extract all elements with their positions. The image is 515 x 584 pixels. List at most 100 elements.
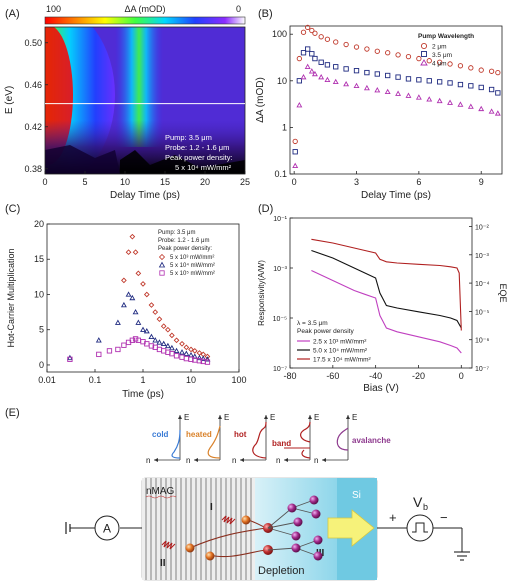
axis-n-label: n: [314, 456, 318, 465]
panel-b: (B) 0 3 6 9 0.1 1 10 100 Delay Time (ps) ΔA (mO…: [255, 8, 503, 201]
arrowhead-icon: [240, 458, 244, 462]
carrier-ball: [311, 509, 321, 519]
y-tick-label: 20: [34, 219, 44, 229]
panel-c-markers: [66, 233, 211, 365]
data-point: [292, 138, 298, 145]
data-point: [405, 53, 412, 60]
carrier-ball: [185, 543, 195, 553]
arrowhead-icon: [264, 415, 268, 419]
x-tick-label: 9: [479, 177, 484, 187]
data-point: [173, 353, 180, 359]
legend-d-title: Peak power density: [297, 328, 354, 335]
panel-d-frame: [289, 217, 473, 369]
data-point: [148, 302, 155, 308]
nmag-label: nMAG: [146, 486, 175, 497]
photon-icon: [221, 515, 236, 525]
colorbar: [44, 16, 246, 25]
distribution-heated: E n heated: [186, 413, 229, 465]
data-point: [447, 61, 453, 67]
series-line: [311, 238, 462, 331]
legend-c-marker-3: [159, 270, 165, 276]
x-tick-label: 0: [42, 177, 47, 187]
data-point: [426, 78, 432, 84]
distribution-curve: [336, 427, 349, 451]
data-point: [364, 69, 370, 76]
data-point: [143, 327, 150, 334]
panel-a-xticks: 0 5 10 15 20 25: [42, 171, 250, 187]
carrier-ball: [241, 515, 251, 525]
data-point: [363, 84, 370, 91]
panel-d-y2label: EQE: [498, 283, 508, 302]
heatmap-image: [45, 27, 245, 174]
data-point: [165, 326, 171, 333]
annotation-power-value: 5 x 10⁴ mW/mm²: [175, 163, 232, 172]
data-point: [309, 51, 315, 57]
data-point: [478, 84, 484, 91]
colorbar-max-label: 100: [46, 4, 61, 14]
data-point: [304, 63, 311, 69]
data-point: [296, 78, 303, 84]
distribution-curve: [207, 425, 221, 459]
data-point: [324, 76, 331, 83]
data-point: [385, 50, 391, 56]
data-point: [312, 55, 318, 62]
data-point: [436, 79, 443, 85]
data-point: [343, 41, 349, 48]
x-tick-label: -20: [412, 371, 425, 381]
data-point: [164, 342, 171, 349]
data-point: [120, 301, 127, 308]
arrowhead-icon: [308, 415, 312, 419]
series-line: [311, 249, 462, 329]
annotation-c-probe: Probe: 1.2 - 1.6 μm: [158, 238, 209, 244]
panel-e-label: (E): [5, 407, 20, 419]
data-point: [318, 73, 325, 80]
panel-b-frame: [289, 25, 503, 175]
data-point: [204, 356, 211, 362]
data-point: [135, 319, 142, 325]
data-point: [168, 344, 175, 351]
plus-sign: +: [389, 510, 397, 525]
axis-e-label: E: [314, 413, 319, 422]
axis-e-label: E: [224, 413, 229, 422]
data-point: [300, 73, 307, 80]
data-point: [148, 333, 155, 339]
carrier-ball: [287, 503, 297, 513]
data-point: [188, 356, 194, 362]
legend-c-label-1: 5 x 10³ mW/mm²: [170, 255, 214, 261]
data-point: [183, 355, 189, 362]
data-point: [114, 319, 121, 325]
data-point: [311, 70, 318, 77]
data-point: [318, 34, 324, 40]
y-tick-label: 0.1: [274, 169, 287, 179]
y-tick-label: 15: [34, 254, 44, 264]
data-point: [115, 346, 121, 353]
data-point: [447, 99, 454, 105]
data-point: [179, 340, 185, 347]
current-arrow-icon: [327, 509, 375, 547]
panel-a-annotation: Pump: 3.5 μm Probe: 1.2 - 1.6 μm Peak po…: [165, 133, 233, 172]
x-tick-label: 0.01: [38, 375, 56, 385]
x-tick-label: -80: [283, 371, 296, 381]
arrowhead-icon: [346, 415, 350, 419]
data-point: [333, 64, 339, 70]
data-point: [395, 74, 401, 80]
annotation-power-title: Peak power density:: [165, 153, 233, 162]
data-point: [135, 337, 141, 343]
panel-b-xlabel: Delay Time (ps): [361, 190, 431, 201]
y2-tick-label: 10⁻⁶: [475, 338, 489, 345]
panel-a-ylabel: E (eV): [4, 86, 15, 114]
axis-e-label: E: [270, 413, 275, 422]
arrowhead-icon: [284, 458, 288, 462]
x-tick-label: 100: [231, 375, 246, 385]
data-point: [121, 277, 127, 284]
data-point: [457, 101, 464, 107]
arrowhead-icon: [154, 458, 158, 462]
distribution-label-hot: hot: [234, 430, 247, 439]
legend-label-4um: 4 μm: [432, 61, 447, 68]
data-point: [309, 27, 315, 34]
y-tick-label: 0: [39, 360, 44, 370]
si-label: Si: [352, 490, 361, 501]
data-point: [405, 76, 412, 82]
legend-c-marker-1: [158, 253, 166, 261]
data-point: [426, 58, 432, 64]
